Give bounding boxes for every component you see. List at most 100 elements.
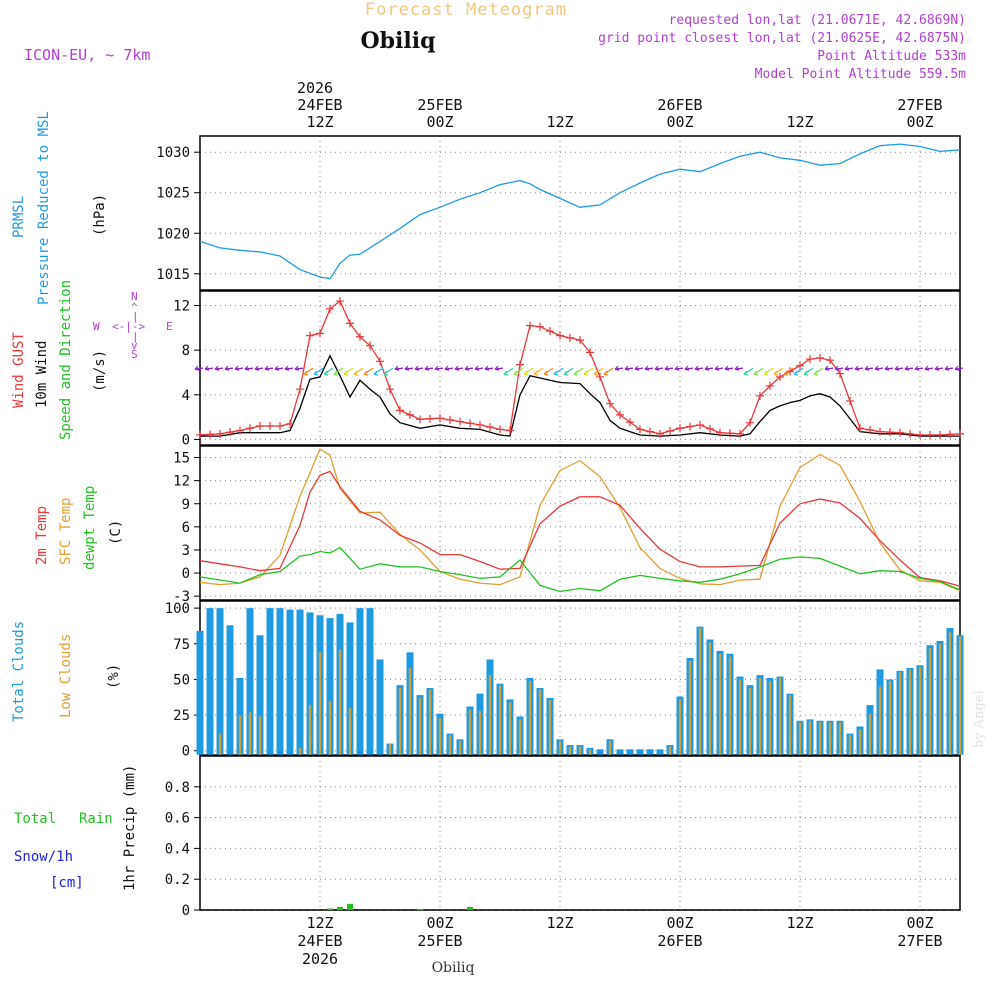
- temp-label-b: SFC Temp: [58, 498, 74, 565]
- wind-direction-arrow: [254, 365, 264, 371]
- gust-marker: [436, 414, 444, 423]
- top-tick-hour: 00Z: [666, 113, 693, 131]
- bottom-tick-label: 27FEB: [897, 932, 942, 950]
- gust-marker: [456, 417, 464, 426]
- wind-panel-labels: Wind GUST 10m Wind Speed and Direction (…: [11, 280, 173, 440]
- low-cloud-bar: [948, 632, 952, 755]
- top-tick-date: 26FEB: [657, 96, 702, 114]
- top-tick-date: 24FEB: [297, 96, 342, 114]
- wind-direction-arrow: [664, 365, 674, 371]
- y-tick-label: 4: [182, 388, 190, 404]
- low-cloud-bar: [318, 652, 322, 755]
- total-cloud-bar: [596, 749, 604, 755]
- gust-marker: [326, 304, 334, 313]
- low-cloud-bar: [668, 746, 672, 755]
- low-cloud-bar: [708, 642, 712, 755]
- gust-marker: [426, 414, 434, 423]
- compass-bar-2: |: [132, 330, 139, 343]
- pressure-series: [199, 143, 961, 280]
- precip-label-snow: Snow/1h: [14, 849, 73, 865]
- faded-title: Forecast Meteogram: [365, 0, 567, 20]
- wind-direction-arrow: [904, 365, 914, 371]
- gust-marker: [666, 427, 674, 436]
- wind-direction-arrow: [244, 365, 254, 371]
- low-cloud-bar: [718, 653, 722, 755]
- rain-bar: [327, 908, 333, 910]
- total-cloud-bar: [276, 608, 284, 755]
- y-tick-label: 0: [182, 432, 190, 448]
- wind-direction-arrow: [954, 365, 964, 371]
- gust-marker: [876, 427, 884, 436]
- y-tick-label: 75: [173, 637, 190, 653]
- pressure-unit: (hPa): [92, 194, 108, 236]
- gust-marker: [636, 425, 644, 434]
- wind-direction-arrow: [224, 365, 234, 371]
- gust-marker: [816, 353, 824, 362]
- low-cloud-bar: [488, 675, 492, 755]
- low-cloud-bar: [338, 649, 342, 755]
- low-cloud-bar: [578, 746, 582, 755]
- gust-marker: [266, 422, 274, 431]
- wind-series: [194, 297, 964, 439]
- wind-direction-arrow: [323, 367, 334, 376]
- y-tick-label: 8: [182, 343, 190, 359]
- model-label: ICON-EU, ~ 7km: [24, 46, 150, 64]
- gust-marker: [586, 348, 594, 357]
- y-tick-label: 12: [173, 299, 190, 315]
- y-tick-label: 15: [173, 451, 190, 467]
- requested-coords: requested lon,lat (21.0671E, 42.6869N): [669, 13, 966, 28]
- bottom-tick-label: 26FEB: [657, 932, 702, 950]
- wind-direction-arrow: [763, 367, 774, 376]
- gust-marker: [726, 429, 734, 438]
- compass-e: E: [166, 320, 173, 333]
- gust-marker: [766, 381, 774, 390]
- gust-marker: [296, 385, 304, 394]
- wind-direction-arrow: [634, 365, 644, 371]
- bottom-tick-label: 00Z: [426, 914, 453, 932]
- wind-direction-arrow: [603, 367, 614, 376]
- wind-direction-arrow: [704, 365, 714, 371]
- y-tick-label: 6: [182, 520, 190, 536]
- gust-marker: [836, 369, 844, 378]
- gust-marker: [716, 428, 724, 437]
- wind-direction-arrow: [404, 365, 414, 371]
- wind-direction-arrow: [294, 365, 304, 371]
- low-cloud-bar: [388, 743, 392, 755]
- total-cloud-bar: [286, 609, 294, 755]
- total-cloud-bar: [256, 635, 264, 755]
- wind-direction-arrow: [373, 367, 384, 376]
- low-cloud-bar: [838, 722, 842, 755]
- gust-marker: [376, 357, 384, 366]
- wind-label-a: Wind GUST: [11, 332, 27, 408]
- low-cloud-bar: [408, 668, 412, 755]
- cloud-series: [196, 608, 964, 755]
- low-cloud-bar: [758, 678, 762, 755]
- wind-direction-arrow: [194, 365, 204, 371]
- low-cloud-bar: [798, 722, 802, 755]
- gust-marker: [366, 341, 374, 350]
- gust-marker: [886, 428, 894, 437]
- pressure-line: [199, 143, 961, 280]
- low-cloud-bar: [738, 679, 742, 755]
- pressure-panel-labels: PRMSL Pressure Reduced to MSL (hPa): [11, 111, 108, 305]
- wind-speed-line: [200, 354, 960, 437]
- precip-unit: 1hr Precip (mm): [122, 765, 138, 891]
- total-cloud-bar: [266, 608, 274, 755]
- wind-direction-arrow: [274, 365, 284, 371]
- gust-marker: [856, 424, 864, 433]
- dewpoint-line: [199, 546, 961, 593]
- y-tick-label: 1015: [156, 267, 190, 283]
- gust-marker: [916, 430, 924, 439]
- wind-direction-arrow: [214, 365, 224, 371]
- total-cloud-bar: [306, 612, 314, 755]
- gust-marker: [646, 427, 654, 436]
- y-tick-label: 0.6: [165, 811, 190, 827]
- bottom-tick-label: 25FEB: [417, 932, 462, 950]
- gust-marker: [776, 372, 784, 381]
- y-tick-label: 1025: [156, 186, 190, 202]
- top-tick-date: 25FEB: [417, 96, 462, 114]
- gust-marker: [626, 418, 634, 427]
- wind-direction-arrow: [874, 365, 884, 371]
- wind-direction-arrow: [834, 365, 844, 371]
- gust-marker: [956, 429, 964, 438]
